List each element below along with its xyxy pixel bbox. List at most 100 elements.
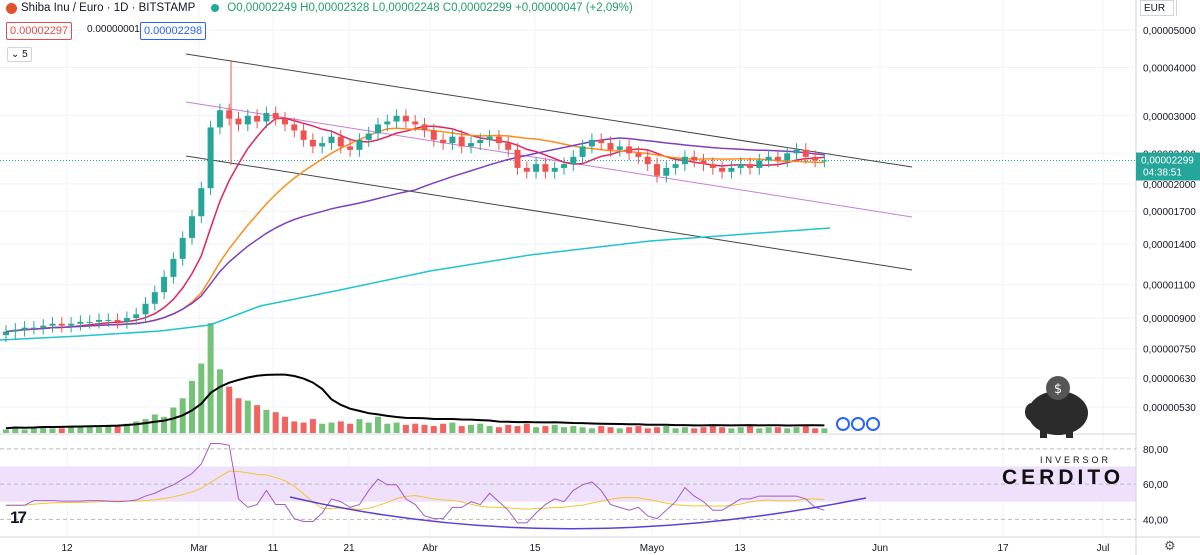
candle-body — [254, 115, 261, 122]
price-tick: 0,00000900 — [1143, 314, 1196, 325]
candle-body — [30, 327, 37, 329]
volume-bar — [737, 427, 744, 433]
candle-body — [347, 146, 354, 150]
countdown-text: 04:38:51 — [1143, 168, 1182, 179]
candle-body — [719, 167, 726, 172]
volume-bar — [207, 323, 214, 433]
volume-bar — [393, 422, 400, 433]
volume-bar — [300, 422, 307, 433]
volume-bar — [774, 427, 781, 433]
price-tick: 0,00001400 — [1143, 240, 1196, 251]
candle-body — [207, 127, 214, 189]
volume-bar — [644, 428, 651, 433]
candle-body — [691, 156, 698, 161]
candle-body — [700, 160, 707, 165]
candle-body — [235, 118, 242, 125]
candle-body — [802, 149, 809, 157]
candle-body — [151, 292, 158, 304]
candle-body — [784, 153, 791, 161]
channel-upper — [185, 53, 913, 168]
price-tick: 0,00005000 — [1143, 26, 1196, 37]
candle-body — [49, 323, 56, 326]
volume-bar — [263, 409, 270, 433]
candle-body — [77, 321, 84, 324]
candle-body — [393, 115, 400, 122]
axis-divider — [1176, 0, 1177, 16]
rsi-trend-curve — [289, 496, 867, 530]
volume-bar — [598, 426, 605, 433]
gear-icon[interactable]: ⚙ — [1164, 538, 1176, 553]
volume-bar — [588, 428, 595, 433]
candle-body — [514, 149, 521, 168]
volume-bar — [151, 414, 158, 433]
candle-body — [40, 325, 47, 328]
candle-body — [263, 113, 270, 122]
time-tick: 15 — [529, 543, 541, 554]
volume-bar — [765, 427, 772, 433]
rsi-panel — [0, 433, 1136, 530]
volume-bar — [486, 426, 493, 433]
volume-bar — [21, 429, 28, 433]
candle-body — [58, 323, 65, 326]
rsi-ma-line — [6, 470, 825, 511]
volume-bar — [672, 428, 679, 433]
volume-bar — [282, 416, 288, 433]
volume-bar — [579, 427, 586, 433]
sell-price-button[interactable]: 0.00002297 — [6, 22, 73, 40]
volume-bar — [189, 380, 195, 433]
volume-bar — [440, 423, 447, 433]
price-tick: 0,00001100 — [1143, 280, 1196, 291]
price-tick: 0,00003000 — [1143, 112, 1196, 123]
market-status-icon — [211, 4, 220, 12]
candle-body — [216, 110, 223, 128]
collapse-indicators-button[interactable]: ⌄ 5 — [7, 47, 32, 62]
volume-bar — [309, 419, 316, 433]
candle-body — [189, 216, 195, 238]
currency-selector[interactable]: EUR — [1140, 0, 1174, 16]
price-tick: 0,00001700 — [1143, 207, 1196, 218]
volume-bar — [77, 427, 84, 433]
tradingview-logo-icon[interactable]: 17 — [10, 508, 27, 527]
candle-body — [86, 321, 93, 323]
candle-body — [3, 331, 9, 336]
volume-bar — [784, 428, 791, 433]
volume-bar — [430, 426, 437, 433]
volume-bar — [402, 424, 409, 433]
shib-logo-icon — [6, 2, 17, 14]
candle-body — [430, 130, 437, 140]
buy-price-button[interactable]: 0.00002298 — [140, 22, 207, 40]
candle-body — [495, 136, 502, 144]
spread-value: 0.00000001 — [84, 22, 143, 38]
candle-body — [523, 167, 530, 172]
candle-body — [68, 323, 75, 326]
volume-bar — [691, 428, 698, 433]
volume-bar — [533, 427, 540, 433]
volume-bar — [365, 422, 372, 433]
logo-subtext: INVERSOR — [1040, 455, 1112, 465]
pig-leg — [1040, 430, 1047, 438]
candle-body — [282, 118, 288, 125]
coin-symbol: $ — [1054, 382, 1062, 397]
candle-body — [179, 237, 186, 259]
volume-bar — [747, 426, 753, 433]
pig-body — [1028, 391, 1088, 435]
channel-lower — [185, 155, 913, 271]
time-tick: 13 — [734, 543, 746, 554]
time-tick: Abr — [422, 543, 438, 554]
candle-body — [384, 121, 391, 125]
candle-body — [737, 164, 744, 168]
symbol-title[interactable]: Shiba Inu / Euro · 1D · BITSTAMP — [21, 2, 196, 14]
pig-snout — [1025, 403, 1039, 421]
candle-body — [607, 143, 614, 150]
candle-body — [765, 156, 772, 161]
volume-bar — [654, 427, 660, 433]
volume-bar — [821, 428, 828, 433]
candle-body — [244, 115, 251, 125]
axis-background — [1136, 0, 1200, 555]
candle-body — [198, 188, 205, 217]
candle-body — [709, 164, 716, 168]
rsi-tick: 40,00 — [1143, 515, 1168, 526]
volume-bar — [626, 427, 633, 433]
